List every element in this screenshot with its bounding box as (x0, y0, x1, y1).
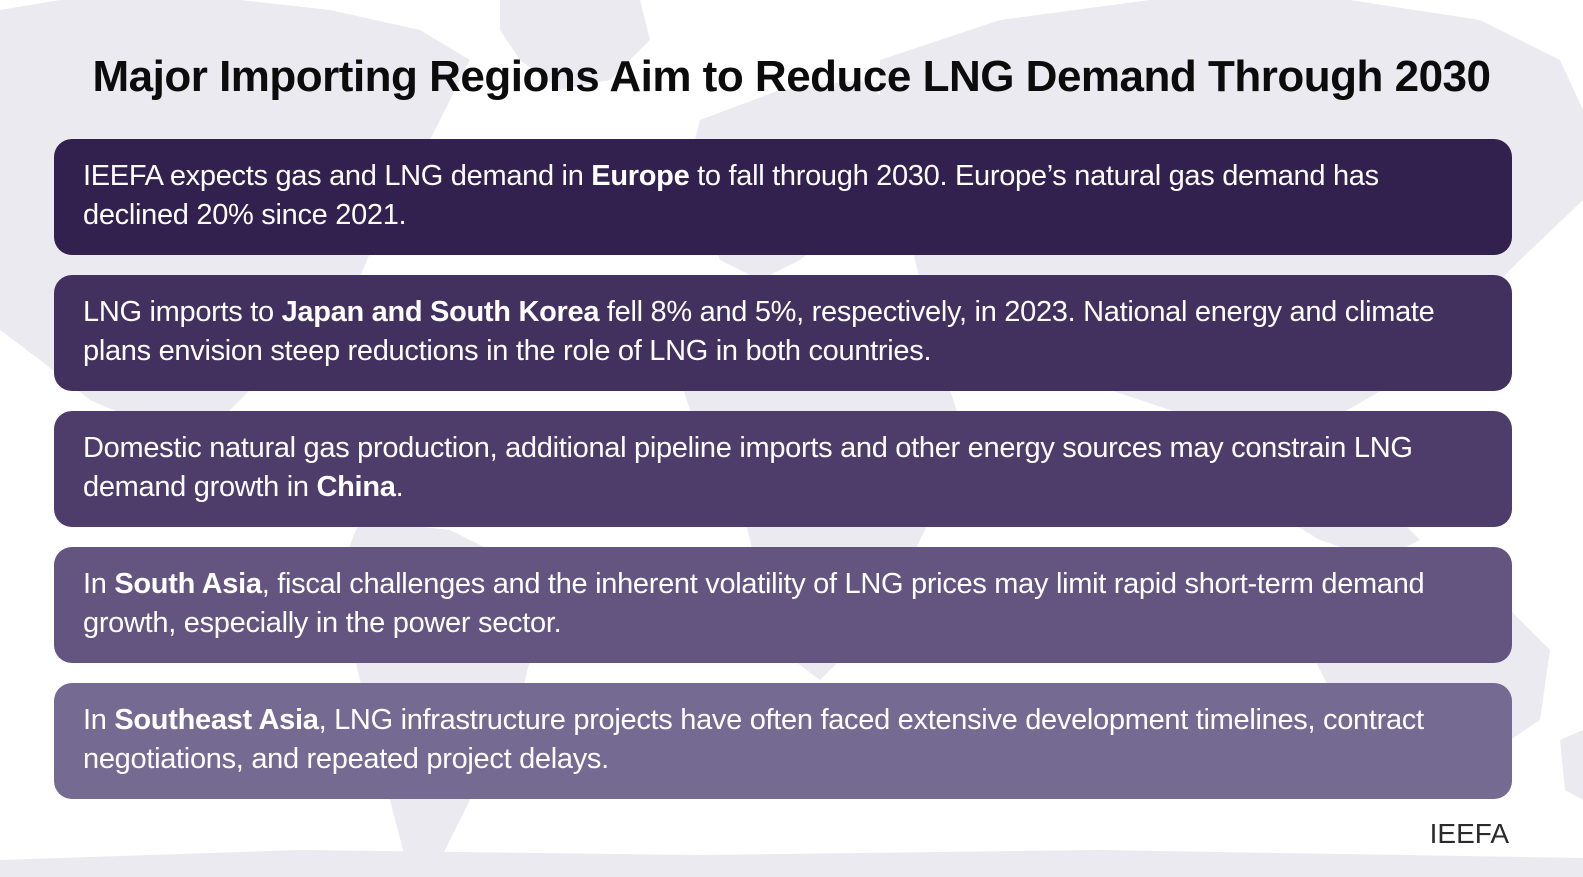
card-text-after: fell 8% and 5%, respectively, in 2023. N… (83, 296, 1435, 367)
card-text-before: In (83, 704, 115, 736)
region-card-southeast-asia: In Southeast Asia, LNG infrastructure pr… (54, 683, 1512, 799)
card-text-after: , LNG infrastructure projects have often… (83, 704, 1424, 775)
card-text-after: . (395, 471, 404, 503)
region-card-europe: IEEFA expects gas and LNG demand in Euro… (54, 139, 1512, 255)
card-region-name: China (316, 471, 396, 503)
region-card-china: Domestic natural gas production, additio… (54, 411, 1512, 527)
card-region-name: Southeast Asia (114, 704, 319, 736)
card-text-after: , fiscal challenges and the inherent vol… (83, 568, 1425, 639)
card-region-name: South Asia (114, 568, 262, 600)
card-text-after: to fall through 2030. Europe’s natural g… (83, 160, 1379, 231)
region-card-japan-south-korea: LNG imports to Japan and South Korea fel… (54, 275, 1512, 391)
card-text-before: IEEFA expects gas and LNG demand in (83, 160, 592, 192)
region-card-list: IEEFA expects gas and LNG demand in Euro… (54, 139, 1512, 819)
card-text-before: LNG imports to (83, 296, 282, 328)
card-text-before: Domestic natural gas production, additio… (83, 432, 1413, 503)
page-title: Major Importing Regions Aim to Reduce LN… (92, 52, 1492, 101)
region-card-south-asia: In South Asia, fiscal challenges and the… (54, 547, 1512, 663)
card-text-before: In (83, 568, 115, 600)
card-region-name: Japan and South Korea (281, 296, 600, 328)
source-label: IEEFA (1429, 818, 1509, 849)
card-region-name: Europe (591, 160, 690, 192)
